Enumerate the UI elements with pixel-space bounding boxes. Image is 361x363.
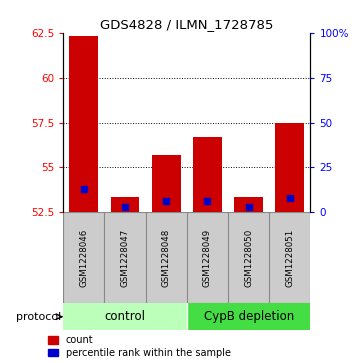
Bar: [152, 155, 180, 212]
Legend: count, percentile rank within the sample: count, percentile rank within the sample: [48, 335, 231, 358]
Text: GSM1228047: GSM1228047: [121, 229, 130, 287]
Text: protocol: protocol: [16, 312, 61, 322]
Bar: [69, 36, 98, 212]
Bar: [234, 197, 263, 212]
Title: GDS4828 / ILMN_1728785: GDS4828 / ILMN_1728785: [100, 19, 274, 32]
Bar: [187, 303, 310, 330]
Bar: [275, 122, 304, 212]
Text: control: control: [104, 310, 145, 323]
Text: CypB depletion: CypB depletion: [204, 310, 294, 323]
Text: GSM1228049: GSM1228049: [203, 229, 212, 287]
Text: GSM1228046: GSM1228046: [79, 229, 88, 287]
Bar: [63, 303, 187, 330]
Bar: [110, 197, 139, 212]
Text: GSM1228050: GSM1228050: [244, 229, 253, 287]
Bar: [193, 137, 222, 212]
Text: GSM1228048: GSM1228048: [162, 229, 171, 287]
Text: GSM1228051: GSM1228051: [285, 229, 294, 287]
